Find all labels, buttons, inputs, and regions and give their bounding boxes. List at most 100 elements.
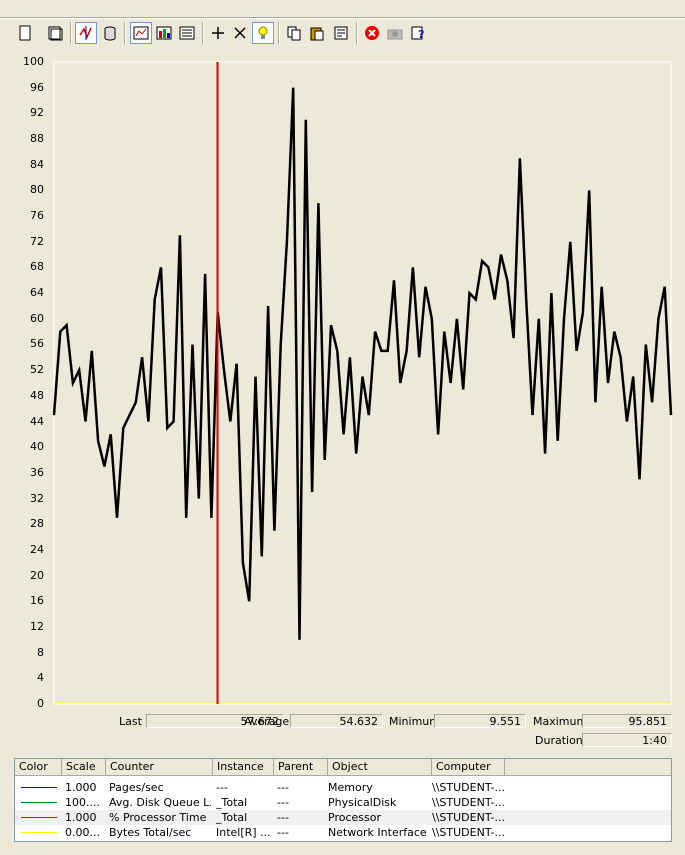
toolbar-top-divider	[0, 17, 685, 19]
counter-legend[interactable]: Color Scale Counter Instance Parent Obje…	[14, 758, 672, 842]
legend-color-swatch	[21, 802, 57, 803]
legend-parent: ---	[277, 811, 289, 824]
copy-properties-button[interactable]	[283, 22, 305, 44]
y-tick-label: 72	[30, 234, 44, 248]
legend-color-swatch	[21, 832, 57, 833]
y-tick-label: 88	[30, 132, 44, 146]
legend-counter: Avg. Disk Queue L...	[109, 796, 211, 809]
properties-icon	[334, 26, 348, 40]
y-tick-label: 12	[30, 619, 44, 633]
update-data-button[interactable]	[384, 22, 406, 44]
database-icon	[104, 26, 116, 41]
y-tick-label: 68	[30, 260, 44, 274]
column-header-counter[interactable]: Counter	[106, 759, 213, 776]
legend-counter: Bytes Total/sec	[109, 826, 192, 839]
legend-instance: _Total	[216, 796, 248, 809]
view-graph-button[interactable]	[130, 22, 152, 44]
highlight-button[interactable]	[252, 22, 274, 44]
legend-scale: 1.000	[65, 781, 97, 794]
maximum-label: Maximum	[533, 715, 588, 728]
minimum-label: Minimum	[389, 715, 440, 728]
average-label: Average	[244, 715, 290, 728]
y-tick-label: 56	[30, 337, 44, 351]
delete-counter-button[interactable]	[229, 22, 251, 44]
legend-scale: 0.00...	[65, 826, 100, 839]
column-header-object[interactable]: Object	[328, 759, 432, 776]
legend-computer: \\STUDENT-...	[432, 826, 505, 839]
y-tick-label: 44	[30, 414, 44, 428]
new-counter-set-button[interactable]	[14, 22, 36, 44]
properties-button[interactable]	[330, 22, 352, 44]
lightbulb-icon	[258, 26, 268, 39]
series-line-processor-time	[52, 87, 673, 640]
copy-icon	[287, 26, 301, 41]
y-tick-label: 76	[30, 209, 44, 223]
clear-display-icon	[48, 26, 63, 41]
y-tick-label: 100	[23, 55, 44, 68]
column-header-parent[interactable]: Parent	[274, 759, 328, 776]
legend-color-swatch	[21, 787, 57, 788]
legend-row-disk-queue[interactable]: 100.... Avg. Disk Queue L... _Total --- …	[15, 795, 671, 810]
report-icon	[179, 26, 195, 40]
legend-computer: \\STUDENT-...	[432, 796, 505, 809]
y-tick-label: 24	[30, 542, 44, 556]
column-header-scale[interactable]: Scale	[62, 759, 106, 776]
legend-instance: _Total	[216, 811, 248, 824]
clear-display-button[interactable]	[44, 22, 66, 44]
legend-object: Processor	[328, 811, 381, 824]
paste-counter-list-button[interactable]	[306, 22, 328, 44]
column-header-computer[interactable]: Computer	[432, 759, 505, 776]
toolbar-separator	[124, 22, 126, 44]
view-histogram-button[interactable]	[153, 22, 175, 44]
camera-icon	[387, 29, 403, 40]
column-header-color[interactable]: Color	[15, 759, 62, 776]
column-header-filler	[505, 759, 671, 776]
line-chart	[52, 61, 673, 705]
histogram-icon	[156, 26, 172, 40]
help-button[interactable]: ?	[407, 22, 429, 44]
y-tick-label: 28	[30, 517, 44, 531]
new-document-icon	[19, 25, 31, 41]
toolbar-separator	[278, 22, 280, 44]
y-tick-label: 80	[30, 183, 44, 197]
view-log-data-button[interactable]	[99, 22, 121, 44]
duration-label: Duration	[535, 734, 583, 747]
legend-instance: Intel[R] ...	[216, 826, 271, 839]
last-label: Last	[119, 715, 142, 728]
legend-counter: Pages/sec	[109, 781, 164, 794]
legend-parent: ---	[277, 781, 289, 794]
legend-parent: ---	[277, 826, 289, 839]
column-header-instance[interactable]: Instance	[213, 759, 274, 776]
toolbar-separator	[70, 22, 72, 44]
y-tick-label: 36	[30, 465, 44, 479]
chart-area: 0 4 8 12 16 20 24 28 32 36 40 44 48 52 56 60 64 68 72 76 80 8…	[0, 50, 685, 710]
legend-object: PhysicalDisk	[328, 796, 397, 809]
current-activity-icon	[79, 26, 92, 40]
y-tick-label: 64	[30, 286, 44, 300]
svg-text:?: ?	[418, 28, 424, 41]
legend-row-bytes-total[interactable]: 0.00... Bytes Total/sec Intel[R] ... ---…	[15, 825, 671, 840]
legend-object: Memory	[328, 781, 373, 794]
maximum-value: 95.851	[582, 714, 672, 728]
legend-computer: \\STUDENT-...	[432, 811, 505, 824]
legend-color-swatch	[21, 817, 57, 818]
toolbar-separator	[202, 22, 204, 44]
y-tick-label: 20	[30, 568, 44, 582]
minimum-value: 9.551	[434, 714, 526, 728]
add-counter-button[interactable]	[207, 22, 229, 44]
average-value: 54.632	[290, 714, 383, 728]
legend-row-pages-sec[interactable]: 1.000 Pages/sec --- --- Memory \\STUDENT…	[15, 780, 671, 795]
graph-icon	[133, 26, 149, 40]
y-tick-label: 32	[30, 491, 44, 505]
legend-row-processor-time[interactable]: 1.000 % Processor Time _Total --- Proces…	[15, 810, 671, 825]
view-report-button[interactable]	[176, 22, 198, 44]
legend-object: Network Interface	[328, 826, 427, 839]
stop-icon	[365, 26, 379, 40]
last-value: 57.672	[146, 714, 284, 728]
freeze-display-button[interactable]	[361, 22, 383, 44]
view-current-activity-button[interactable]	[75, 22, 97, 44]
help-icon: ?	[411, 26, 424, 41]
y-tick-label: 48	[30, 388, 44, 402]
legend-scale: 100....	[65, 796, 100, 809]
y-tick-label: 52	[30, 363, 44, 377]
